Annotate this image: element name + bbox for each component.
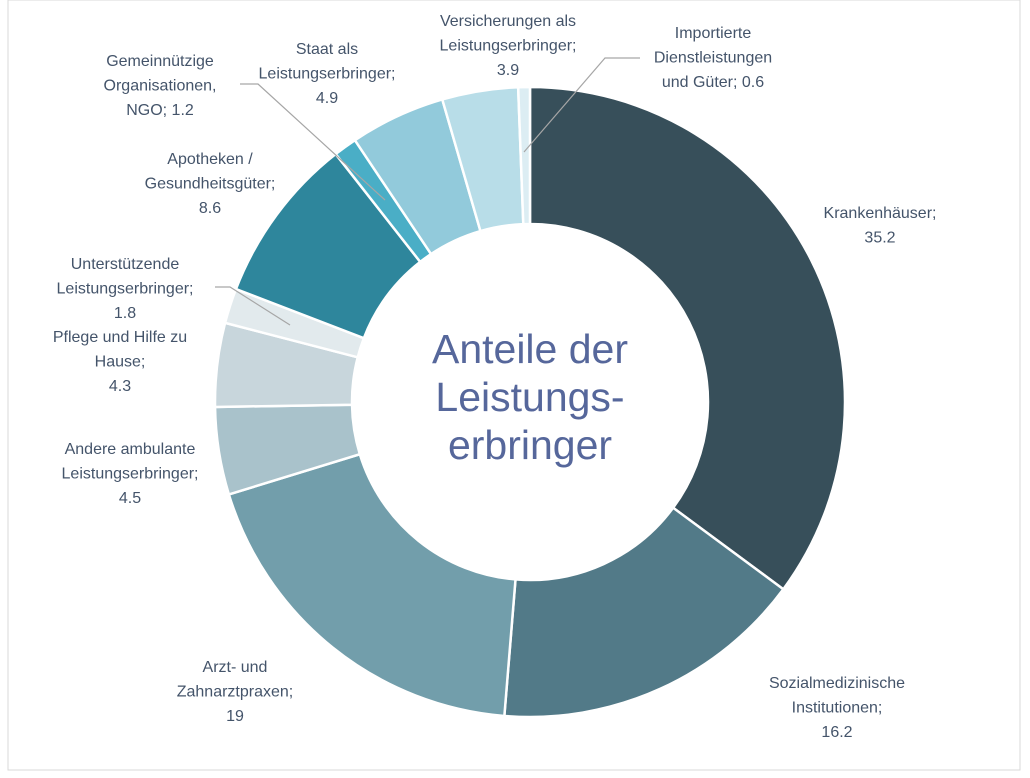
data-label: Leistungserbringer;	[62, 466, 199, 483]
data-label: Hause;	[95, 354, 146, 371]
data-label: Unterstützende	[71, 256, 180, 273]
data-label: 3.9	[497, 62, 519, 79]
data-label: Staat als	[296, 41, 358, 58]
data-label: 4.9	[316, 90, 338, 107]
data-label: Versicherungen als	[440, 13, 576, 30]
data-label: Krankenhäuser;	[824, 205, 937, 222]
leader-line	[215, 286, 291, 326]
data-label: 16.2	[821, 724, 852, 741]
data-label: Dienstleistungen	[654, 50, 772, 67]
donut-slice	[528, 85, 847, 591]
data-label: Institutionen;	[792, 700, 883, 717]
center-text: Anteile der	[432, 326, 628, 372]
data-label: Andere ambulante	[65, 441, 196, 458]
data-label: Pflege und Hilfe zu	[53, 329, 187, 346]
data-label: Sozialmedizinische	[769, 675, 905, 692]
data-label: 4.5	[119, 490, 141, 507]
data-label: 4.3	[109, 378, 131, 395]
data-label: Apotheken /	[167, 151, 253, 168]
data-label: 35.2	[864, 230, 895, 247]
data-label: 19	[226, 708, 244, 725]
data-label: NGO; 1.2	[126, 102, 194, 119]
data-label: Arzt- und	[203, 659, 268, 676]
donut-slice	[503, 506, 786, 719]
data-label: Leistungserbringer;	[259, 66, 396, 83]
data-label: 8.6	[199, 200, 221, 217]
donut-slice	[516, 85, 532, 226]
data-label: und Güter; 0.6	[662, 74, 764, 91]
center-text: Leistungs-	[435, 374, 624, 420]
data-label: Gesundheitsgüter;	[145, 176, 276, 193]
data-label: Zahnarztpraxen;	[177, 684, 294, 701]
donut-slice	[227, 452, 517, 718]
data-label: Gemeinnützige	[106, 53, 214, 70]
data-label: Leistungserbringer;	[440, 38, 577, 55]
leader-line	[240, 83, 386, 201]
data-label: 1.8	[114, 305, 136, 322]
data-label: Organisationen,	[104, 78, 217, 95]
leader-line	[523, 57, 640, 153]
center-text: erbringer	[448, 422, 612, 468]
data-label: Importierte	[675, 25, 752, 42]
data-label: Leistungserbringer;	[57, 281, 194, 298]
